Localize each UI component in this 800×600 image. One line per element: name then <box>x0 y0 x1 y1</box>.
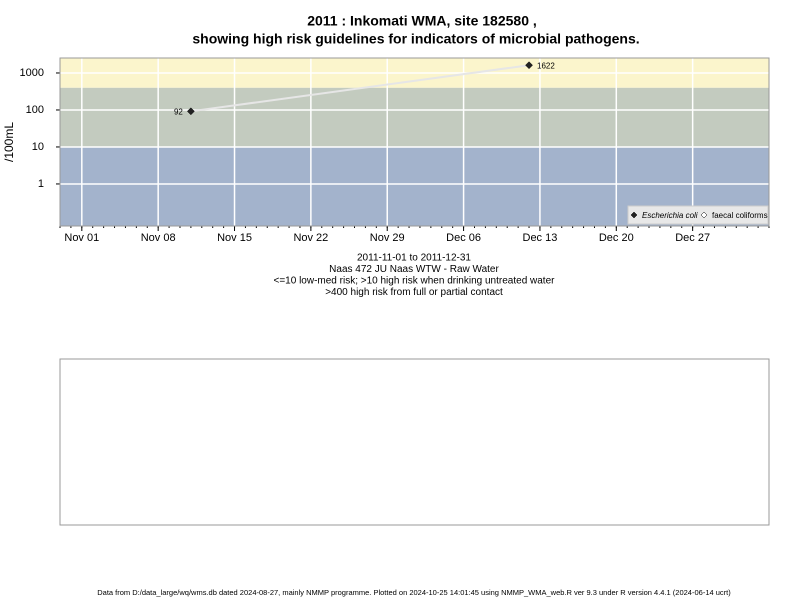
y-tick-label: 1 <box>38 178 44 190</box>
x-tick-label: Dec 06 <box>446 232 481 244</box>
legend-label: faecal coliforms <box>712 211 768 220</box>
footer: Data from D:/data_large/wq/wms.db dated … <box>97 588 731 597</box>
data-label: 92 <box>174 107 183 116</box>
y-tick-label: 1000 <box>20 67 44 79</box>
legend-marker <box>630 211 638 219</box>
x-tick-label: Dec 27 <box>675 232 710 244</box>
caption-line: <=10 low-med risk; >10 high risk when dr… <box>274 276 556 287</box>
x-tick-label: Nov 15 <box>217 232 252 244</box>
data-point <box>525 61 533 70</box>
caption-line: >400 high risk from full or partial cont… <box>325 287 503 298</box>
x-tick-label: Nov 01 <box>64 232 99 244</box>
empty-panel <box>59 358 770 526</box>
x-tick-label: Nov 22 <box>293 232 328 244</box>
y-tick-label: 100 <box>26 104 44 116</box>
y-tick-label: 10 <box>32 141 44 153</box>
y-axis-label: /100mL <box>2 122 16 162</box>
plot-frame <box>59 57 770 227</box>
x-tick-label: Dec 20 <box>599 232 634 244</box>
x-tick-label: Nov 29 <box>370 232 405 244</box>
chart-title: 2011 : Inkomati WMA, site 182580 , <box>307 13 537 29</box>
caption-line: 2011-11-01 to 2011-12-31 <box>357 253 471 264</box>
legend-box <box>627 205 769 225</box>
chart-subtitle: showing high risk guidelines for indicat… <box>192 31 639 47</box>
caption-line: Naas 472 JU Naas WTW - Raw Water <box>329 264 499 275</box>
data-label: 1622 <box>537 61 555 70</box>
x-tick-label: Nov 08 <box>141 232 176 244</box>
x-tick-label: Dec 13 <box>523 232 558 244</box>
legend-marker <box>700 211 708 219</box>
legend-label: Escherichia coli <box>642 211 698 220</box>
risk-band <box>60 87 769 147</box>
data-point <box>187 107 195 116</box>
series-line <box>190 64 530 113</box>
